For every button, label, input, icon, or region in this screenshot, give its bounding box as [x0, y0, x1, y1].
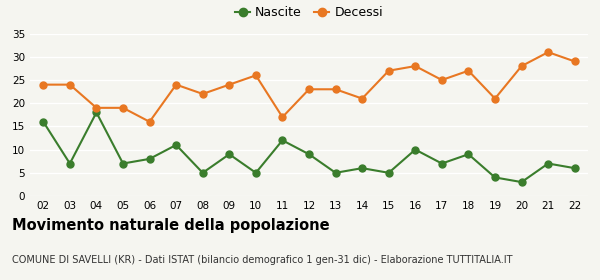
Decessi — [93, 106, 100, 109]
Decessi — [305, 88, 313, 91]
Decessi — [119, 106, 127, 109]
Nascite — [545, 162, 552, 165]
Decessi — [571, 60, 578, 63]
Nascite — [146, 157, 153, 160]
Legend: Nascite, Decessi: Nascite, Decessi — [230, 1, 388, 24]
Nascite — [173, 143, 180, 147]
Nascite — [571, 167, 578, 170]
Text: COMUNE DI SAVELLI (KR) - Dati ISTAT (bilancio demografico 1 gen-31 dic) - Elabor: COMUNE DI SAVELLI (KR) - Dati ISTAT (bil… — [12, 255, 512, 265]
Decessi — [438, 78, 445, 82]
Nascite — [385, 171, 392, 174]
Decessi — [491, 97, 499, 100]
Nascite — [518, 180, 525, 184]
Line: Nascite: Nascite — [40, 109, 578, 186]
Nascite — [438, 162, 445, 165]
Decessi — [518, 64, 525, 68]
Nascite — [332, 171, 339, 174]
Nascite — [252, 171, 259, 174]
Decessi — [332, 88, 339, 91]
Decessi — [465, 69, 472, 73]
Decessi — [226, 83, 233, 86]
Nascite — [359, 167, 366, 170]
Decessi — [412, 64, 419, 68]
Nascite — [40, 120, 47, 123]
Decessi — [40, 83, 47, 86]
Nascite — [412, 148, 419, 151]
Text: Movimento naturale della popolazione: Movimento naturale della popolazione — [12, 218, 329, 234]
Nascite — [491, 176, 499, 179]
Decessi — [359, 97, 366, 100]
Decessi — [146, 120, 153, 123]
Nascite — [465, 153, 472, 156]
Nascite — [305, 153, 313, 156]
Nascite — [226, 153, 233, 156]
Decessi — [199, 92, 206, 95]
Nascite — [279, 139, 286, 142]
Decessi — [545, 50, 552, 54]
Decessi — [279, 115, 286, 119]
Nascite — [66, 162, 73, 165]
Decessi — [66, 83, 73, 86]
Nascite — [93, 111, 100, 114]
Line: Decessi: Decessi — [40, 49, 578, 125]
Nascite — [199, 171, 206, 174]
Nascite — [119, 162, 127, 165]
Decessi — [252, 74, 259, 77]
Decessi — [173, 83, 180, 86]
Decessi — [385, 69, 392, 73]
